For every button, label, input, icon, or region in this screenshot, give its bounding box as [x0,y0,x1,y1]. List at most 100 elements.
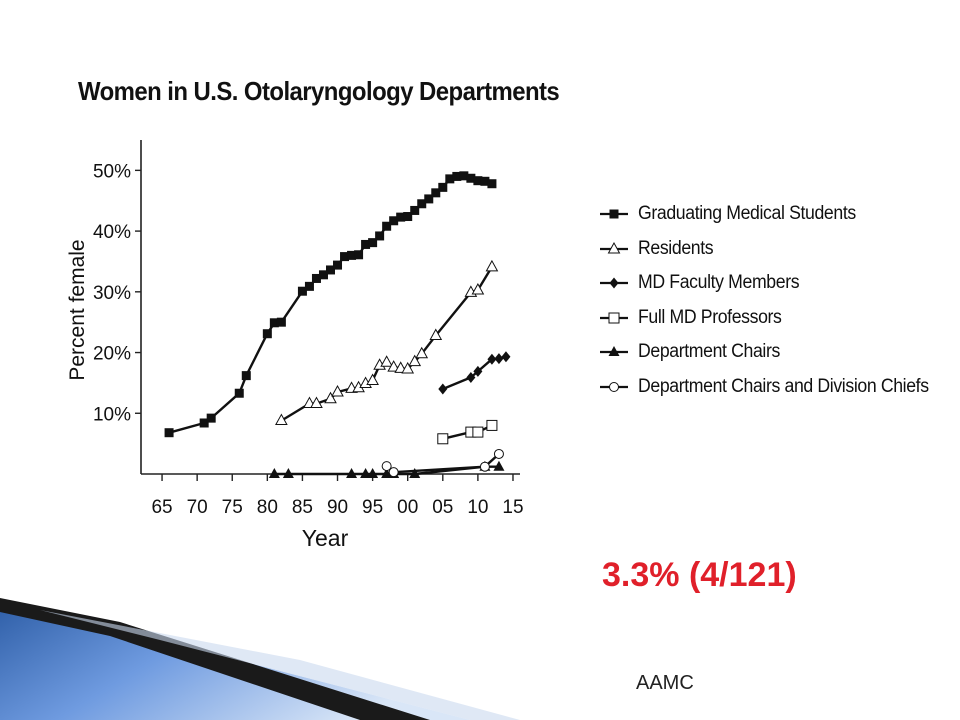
series-line-4 [274,465,499,476]
x-tick-label: 05 [432,497,453,518]
data-point [480,176,490,186]
data-point [381,461,392,472]
highlight-statistic: 3.3% (4/121) [602,556,797,594]
chart-series-lines [168,174,507,476]
data-point [241,371,251,381]
data-point [367,468,379,478]
data-point [493,448,504,459]
data-point [268,468,280,478]
data-point [410,205,420,215]
legend-swatch [600,312,628,323]
data-point [269,318,279,328]
legend-label: Residents [638,237,714,259]
data-point [368,238,378,248]
data-point [282,468,294,478]
legend-label: Department Chairs and Division Chiefs [638,375,929,397]
x-tick-label: 15 [502,497,523,518]
data-point [388,467,399,478]
data-point [403,212,413,222]
data-point [347,250,357,260]
data-point [501,351,511,363]
legend-item: Department Chairs [598,338,958,373]
y-tick-label: 10% [93,404,131,425]
data-point [473,365,483,377]
legend-item: MD Faculty Members [598,269,958,304]
data-point [354,250,364,260]
source-label: AAMC [636,672,694,694]
x-tick-label: 85 [292,497,313,518]
data-point [326,265,335,275]
legend-label: Department Chairs [638,341,780,362]
x-tick-label: 95 [362,497,383,518]
corner-dark-swoosh [0,598,430,720]
data-point [487,353,497,365]
legend-marker [608,346,620,356]
data-point [417,199,427,209]
data-point [472,426,484,438]
legend-label: Full MD Professors [638,306,782,328]
data-point [438,383,448,395]
data-point [471,282,485,295]
data-point [318,270,328,280]
data-point [438,182,448,192]
data-point [459,171,469,181]
data-point [275,413,288,426]
x-tick-label: 70 [187,497,208,518]
legend-swatch [600,277,628,289]
data-point [409,468,421,478]
data-point [234,388,244,398]
data-point [199,418,209,428]
y-axis-label: Percent female [66,239,89,380]
x-tick-label: 00 [397,497,418,518]
legend-label: MD Faculty Members [638,272,800,293]
data-point [310,396,323,409]
legend-label: Graduating Medical Students [638,203,856,224]
data-point [361,239,371,249]
x-tick-label: 75 [222,497,243,518]
legend-item: Residents [598,235,958,270]
data-point [486,419,498,431]
data-point [387,360,401,372]
chart-legend: Graduating Medical Students Residents MD F… [598,200,958,407]
legend-item: Department Chairs and Division Chiefs [598,373,958,408]
y-tick-label: 20% [93,344,131,365]
data-point [366,373,379,385]
data-point [340,252,350,262]
data-point [276,317,286,327]
data-point [431,188,441,198]
legend-item: Full MD Professors [598,304,958,339]
data-point [164,428,174,438]
y-tick-label: 40% [93,222,131,243]
data-point [333,260,343,270]
legend-swatch [600,209,628,219]
data-point [437,433,449,445]
data-point [429,328,443,341]
data-point [389,216,399,226]
slide-title: Women in U.S. Otolaryngology Departments [78,76,560,106]
data-point [262,329,272,339]
data-point [311,273,321,283]
data-point [466,371,476,383]
data-point [331,384,344,397]
data-point [485,259,499,272]
data-point [297,286,307,296]
legend-swatch [600,346,628,356]
data-point [396,212,406,222]
data-point [408,354,422,367]
data-point [452,171,462,181]
data-point [382,221,392,231]
legend-swatch [600,241,628,253]
chart-axes: 10% 20% 30% 40% 50% 65 70 75 80 85 90 95 00 05 10 15 [93,140,524,518]
legend-item: Graduating Medical Students [598,200,958,235]
corner-light-swoosh [40,610,520,720]
data-point [401,361,415,374]
data-point [206,413,216,423]
x-tick-label: 80 [257,497,278,518]
data-point [487,179,497,189]
data-point [494,353,504,365]
data-point [445,174,455,184]
x-tick-label: 90 [327,497,348,518]
x-tick-label: 65 [151,497,172,518]
data-point [415,346,429,359]
